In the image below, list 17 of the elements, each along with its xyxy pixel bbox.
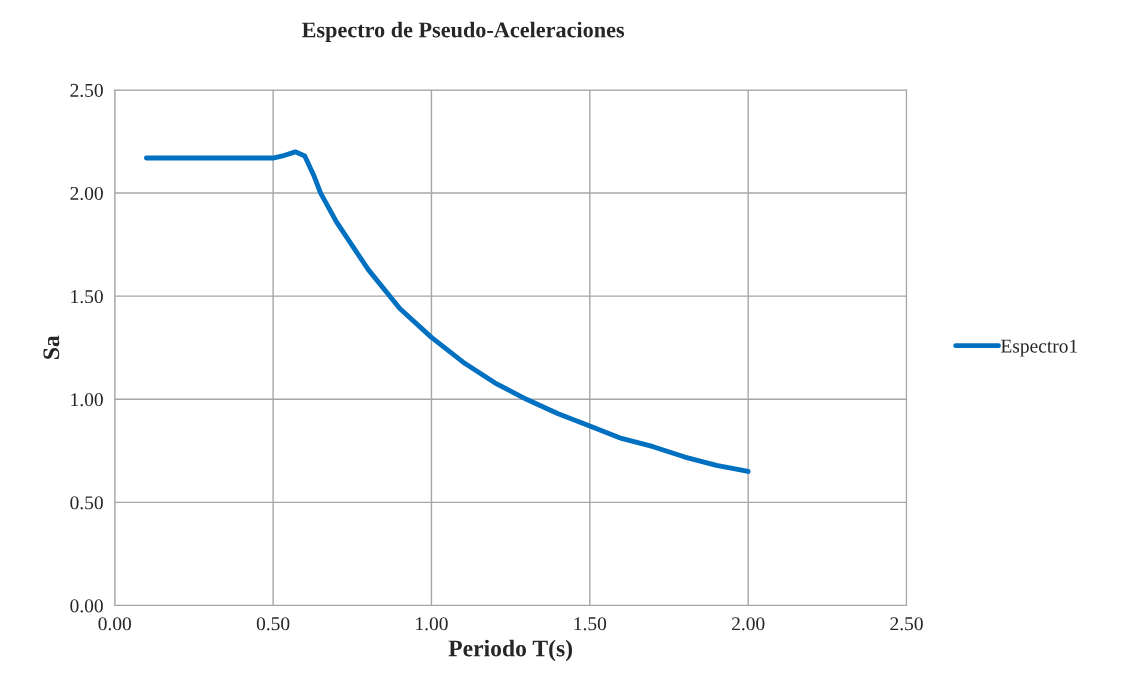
y-tick-label: 2.50 — [70, 83, 103, 97]
legend-label: Espectro1 — [1000, 339, 1077, 357]
x-tick-label: 2.00 — [732, 617, 765, 631]
y-tick-label: 1.00 — [71, 393, 103, 407]
y-tick-label: 0.50 — [70, 496, 103, 510]
x-tick-label: 1.50 — [574, 617, 607, 631]
x-tick-label: 1.00 — [416, 617, 448, 631]
y-tick-label: 2.00 — [70, 186, 103, 201]
x-tick-label: 2.50 — [890, 617, 923, 631]
x-tick-label: 0.00 — [98, 617, 132, 631]
chart-title: Espectro de Pseudo-Aceleraciones — [302, 21, 625, 42]
x-tick-label: 0.50 — [256, 617, 290, 631]
y-tick-label: 0.00 — [70, 599, 103, 613]
x-axis-title: Periodo T(s) — [448, 639, 573, 662]
y-axis-title: Sa — [43, 335, 60, 359]
line-series — [143, 149, 751, 474]
y-tick-label: 1.50 — [71, 289, 103, 304]
